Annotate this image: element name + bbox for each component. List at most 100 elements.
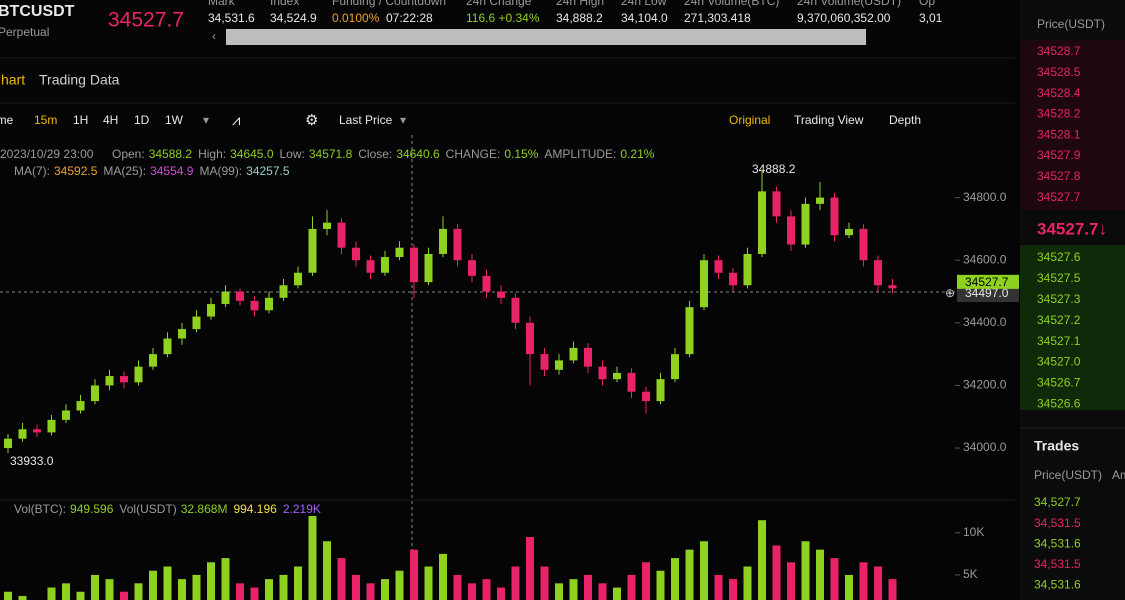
volume-bar	[888, 579, 897, 600]
candle-body	[221, 291, 230, 305]
ask-price: 34528.5	[1037, 65, 1081, 79]
bid-price: 34527.6	[1037, 250, 1081, 264]
y-tick-label: 34000.0	[963, 440, 1007, 454]
interval[interactable]: 4H	[103, 113, 118, 127]
candle-body	[381, 257, 389, 273]
candle-body	[134, 366, 143, 383]
ask-price: 34528.4	[1037, 86, 1081, 100]
interval[interactable]: 15m	[34, 113, 57, 127]
volume-bar	[468, 583, 476, 600]
symbol[interactable]: BTCUSDT	[0, 3, 75, 20]
stat-label: Funding / Countdown	[332, 0, 446, 8]
volume-bar	[787, 562, 795, 600]
candle-body	[613, 372, 621, 380]
interval[interactable]: ime	[0, 113, 14, 127]
volume-bar	[323, 541, 331, 600]
ma-value: 34592.5	[54, 164, 98, 178]
volume-bar	[569, 579, 578, 600]
candle-body	[700, 260, 708, 308]
tab[interactable]: hart	[1, 72, 25, 88]
volume-bar	[642, 562, 650, 600]
volume-bar	[279, 574, 288, 600]
candle-body	[497, 291, 505, 298]
candle-body	[526, 322, 534, 355]
tab[interactable]: Trading Data	[39, 72, 120, 88]
candle-body	[47, 419, 56, 433]
volume-bar	[134, 583, 143, 600]
volume-bar	[613, 587, 621, 600]
volume-bar	[758, 520, 766, 600]
candle-body	[62, 410, 70, 420]
candle-body	[18, 429, 27, 439]
volume-bar	[308, 516, 317, 600]
info-value: 0.21%	[620, 147, 654, 161]
interval[interactable]: 1W	[165, 113, 184, 127]
volume-bar	[366, 583, 375, 600]
ask-price: 34528.1	[1037, 127, 1081, 141]
volume-bar	[120, 591, 128, 600]
candle-body	[149, 354, 157, 367]
crosshair-box	[957, 285, 1019, 302]
volume-bar	[294, 566, 302, 600]
volume-bar	[236, 583, 244, 600]
volume-bar	[62, 583, 70, 600]
crosshair-label: 34497.0	[965, 286, 1009, 300]
add-icon[interactable]: ⊕	[945, 286, 955, 300]
trades-title: Trades	[1034, 438, 1079, 454]
scroll-left[interactable]: ‹	[212, 29, 216, 43]
high-label: 34888.2	[752, 162, 796, 176]
stat-label: 24h Volume(USDT)	[797, 0, 901, 8]
stat-value: 34,531.6	[208, 11, 255, 25]
volume-bar	[105, 579, 114, 600]
vol-value: 994.196	[233, 502, 277, 516]
volume-bar	[395, 570, 404, 600]
dropdown[interactable]: ▾	[400, 113, 406, 127]
interval[interactable]: 1D	[134, 113, 150, 127]
y-tick-label: 5K	[963, 567, 978, 581]
view-tab[interactable]: Trading View	[794, 113, 864, 127]
vol-value: 2.219K	[283, 502, 321, 516]
volume-bar	[830, 558, 839, 600]
candle-body	[598, 366, 607, 380]
volume-bar	[526, 537, 534, 600]
indicator-icon[interactable]: ⩘	[232, 112, 240, 129]
volume-bar	[178, 579, 186, 600]
view-tab[interactable]: Depth	[889, 113, 921, 127]
candle-body	[4, 438, 12, 449]
y-tick-label: 34400.0	[963, 315, 1007, 329]
candle-body	[787, 216, 795, 245]
candle-body	[642, 391, 650, 402]
volume-bar	[192, 574, 201, 600]
stat-label: 24h Low	[621, 0, 667, 8]
view-tab[interactable]: Original	[729, 113, 770, 127]
volume-bar	[482, 579, 491, 600]
volume-bar	[859, 562, 868, 600]
candle-body	[743, 253, 752, 286]
scrollbar[interactable]	[226, 29, 866, 45]
volume-bar	[540, 566, 549, 600]
info-value: 0.15%	[504, 147, 538, 161]
volume-bar	[410, 549, 418, 600]
candle-body	[366, 260, 375, 273]
bids-depth	[1020, 245, 1125, 410]
bid-price: 34527.0	[1037, 355, 1081, 369]
stat-value: 271,303.418	[684, 11, 751, 25]
price-type[interactable]: Last Price	[339, 113, 393, 127]
stat-label: Mark	[208, 0, 236, 8]
info-label: AMPLITUDE:	[544, 147, 616, 161]
dropdown[interactable]: ▾	[203, 113, 209, 127]
interval[interactable]: 1H	[73, 113, 88, 127]
vol-value: 32.868M	[181, 502, 228, 516]
settings-icon[interactable]: ⚙	[305, 112, 318, 129]
candle-body	[236, 291, 244, 301]
bid-price: 34527.5	[1037, 271, 1081, 285]
volume-bar	[337, 558, 346, 600]
volume-bar	[18, 595, 27, 600]
candle-body	[453, 228, 462, 261]
stat-label: 24h Change	[466, 0, 532, 8]
volume-bar	[685, 549, 694, 600]
volume-bar	[671, 558, 679, 600]
volume-bar	[627, 574, 636, 600]
volume-bar	[700, 541, 708, 600]
